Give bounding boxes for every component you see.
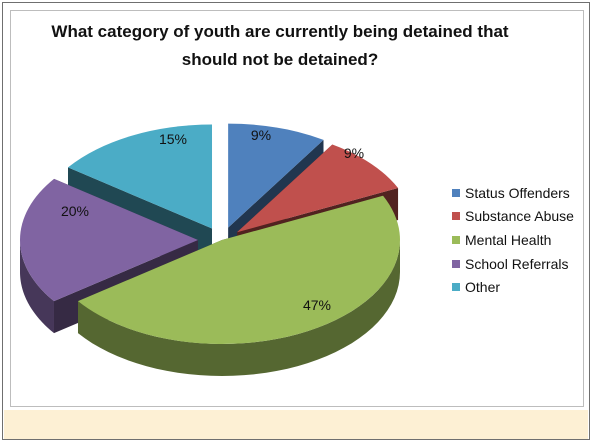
data-label-status-offenders: 9% (251, 127, 271, 143)
legend-swatch (452, 212, 460, 221)
legend-swatch (452, 283, 460, 292)
legend-label: Other (465, 279, 501, 296)
data-label-other: 15% (159, 131, 187, 147)
legend-item-school-referrals: School Referrals (452, 252, 574, 276)
legend-item-substance-abuse: Substance Abuse (452, 205, 574, 229)
legend-label: Status Offenders (465, 184, 570, 201)
chart-legend: Status Offenders Substance Abuse Mental He… (452, 181, 574, 299)
legend-item-other: Other (452, 275, 574, 299)
legend-swatch (452, 188, 460, 197)
legend-label: School Referrals (465, 255, 569, 272)
legend-label: Mental Health (465, 231, 552, 248)
legend-swatch (452, 235, 460, 244)
slide-footer-band (4, 410, 588, 439)
legend-label: Substance Abuse (465, 208, 574, 225)
data-label-mental-health: 47% (303, 297, 331, 313)
data-label-substance-abuse: 9% (344, 145, 364, 161)
chart-title: What category of youth are currently bei… (51, 22, 509, 69)
pie-slice-mental-health (77, 195, 401, 376)
legend-item-status-offenders: Status Offenders (452, 181, 574, 205)
legend-item-mental-health: Mental Health (452, 228, 574, 252)
data-label-school-referrals: 20% (61, 203, 89, 219)
legend-swatch (452, 259, 460, 268)
